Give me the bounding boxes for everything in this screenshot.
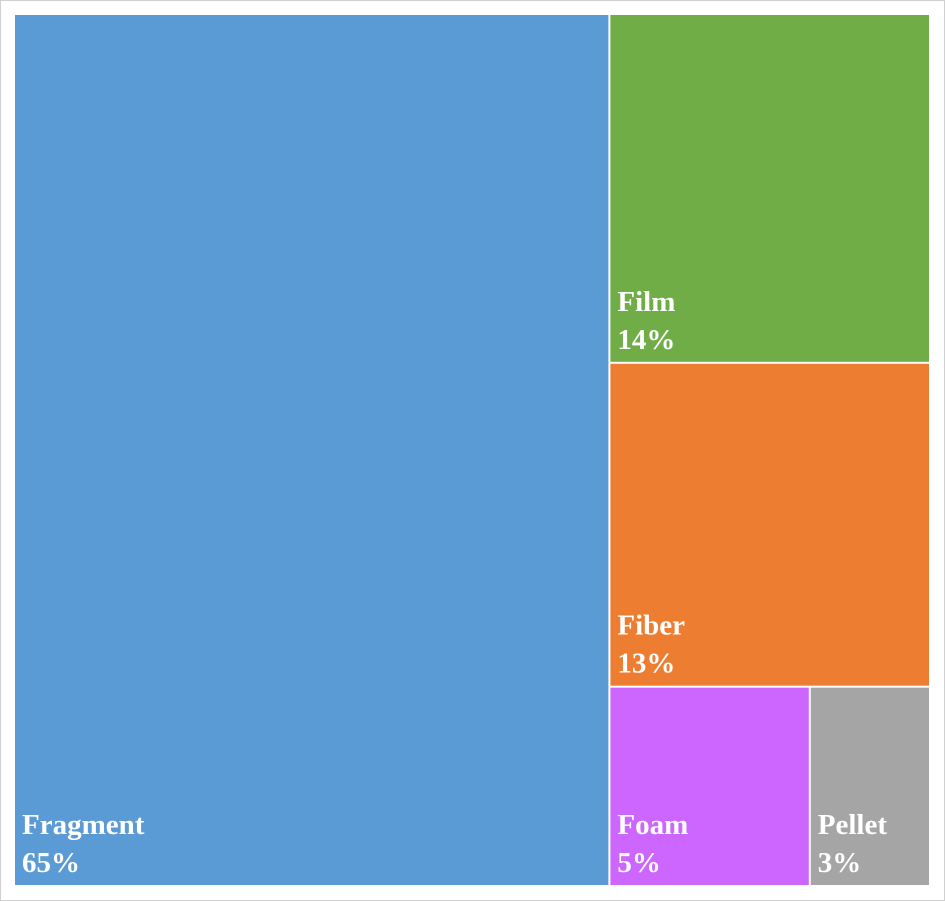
tile-label: Foam [617, 809, 688, 841]
tile-value-label: 65% [22, 847, 80, 879]
tile-label: Film [617, 286, 675, 318]
treemap-tile [15, 15, 609, 885]
tile-label: Pellet [818, 809, 888, 841]
treemap-tile [610, 15, 929, 362]
tile-value-label: 14% [617, 324, 675, 356]
tile-label: Fiber [617, 610, 685, 642]
tile-value-label: 3% [818, 847, 862, 879]
tile-value-label: 13% [617, 648, 675, 680]
tile-label: Fragment [22, 809, 145, 841]
tile-value-label: 5% [617, 847, 661, 879]
treemap-tile [610, 687, 809, 885]
treemap-tile [810, 687, 929, 885]
treemap-tile [610, 363, 929, 686]
